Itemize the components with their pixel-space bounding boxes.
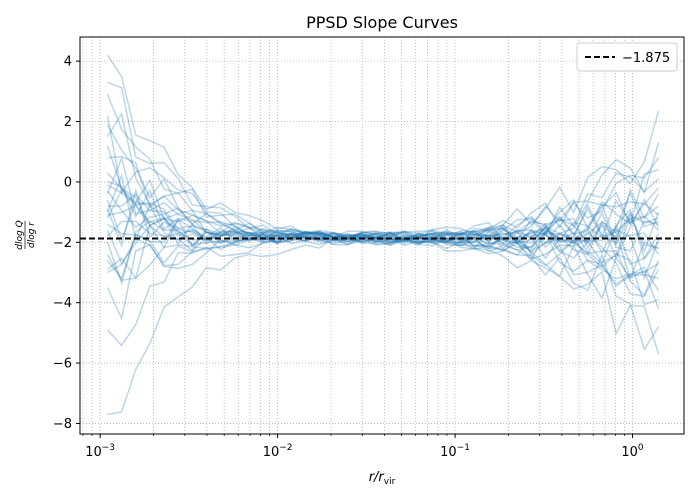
y-tick-label: 0 — [64, 175, 72, 190]
y-tick-label: −4 — [53, 296, 72, 311]
slope-curve — [107, 184, 660, 351]
slope-curve — [107, 155, 659, 280]
slope-curve — [106, 202, 659, 286]
slope-curve — [106, 115, 659, 306]
x-axis-label-main: r/r — [369, 470, 386, 485]
slope-curve — [107, 210, 660, 416]
legend-label: −1.875 — [622, 51, 670, 66]
y-tick-label: 2 — [64, 115, 72, 130]
y-tick-label: −2 — [53, 236, 72, 251]
plot-frame — [79, 36, 685, 435]
y-axis-label-denominator: dlog r — [27, 221, 37, 248]
slope-curve — [106, 124, 659, 245]
slope-curve — [106, 112, 660, 260]
x-tick-label: 10−3 — [85, 443, 115, 460]
x-tick-label: 100 — [621, 443, 644, 460]
slope-curve — [106, 142, 660, 280]
slope-curve — [107, 223, 660, 274]
slope-curve — [106, 145, 659, 241]
slope-curve — [106, 199, 660, 281]
slope-curve — [106, 110, 660, 242]
y-tick-label: −6 — [53, 357, 72, 372]
slope-curve — [106, 173, 659, 288]
legend: −1.875 — [576, 42, 678, 72]
x-axis-label: r/rvir — [369, 470, 396, 487]
x-tick-label: 10−1 — [440, 443, 470, 460]
slope-curve — [107, 169, 659, 280]
series-lines — [106, 54, 660, 416]
slope-curve — [107, 218, 660, 256]
y-tick-label: 4 — [64, 55, 72, 70]
slope-curve — [106, 172, 659, 244]
y-axis-label-numerator: dlog Q — [15, 220, 25, 249]
x-tick-label: 10−2 — [263, 443, 293, 460]
chart-title: PPSD Slope Curves — [306, 13, 458, 32]
y-tick-label: −8 — [53, 417, 72, 432]
slope-curve — [106, 157, 660, 246]
y-axis-label: dlog Q dlog r — [15, 220, 37, 249]
axis-ticks: 4 2 0 −2 −4 −6 −8 10−3 10−2 10−1 100 — [53, 55, 644, 460]
slope-curve — [106, 94, 659, 244]
legend-box — [576, 42, 678, 72]
slope-curve — [106, 54, 659, 247]
slope-curve — [107, 81, 659, 282]
x-axis-label-sub: vir — [384, 477, 396, 487]
slope-curve — [106, 231, 660, 347]
grid — [80, 37, 684, 434]
